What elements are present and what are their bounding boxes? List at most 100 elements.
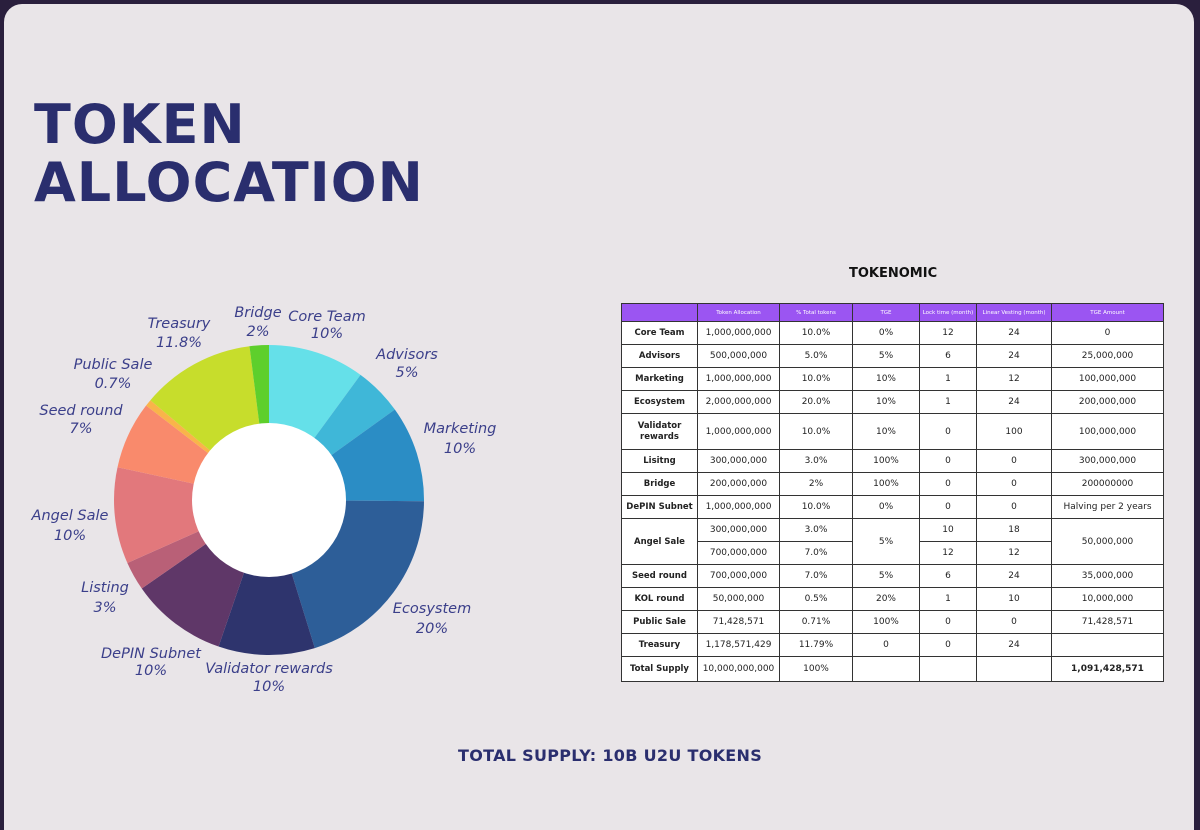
cell-percent: 0.71% xyxy=(779,610,853,634)
cell-allocation: 1,000,000,000 xyxy=(697,413,780,450)
cell-tge-amount: 200,000,000 xyxy=(1051,390,1164,414)
cell-allocation: 700,000,000 xyxy=(697,564,780,588)
table-row: 700,000,000 7.0% 12 12 xyxy=(622,541,1164,565)
cell-percent: 2% xyxy=(779,472,853,496)
cell-percent: 7.0% xyxy=(779,541,853,565)
cell-tge-amount: 200000000 xyxy=(1051,472,1164,496)
cell-allocation: 1,000,000,000 xyxy=(697,321,780,345)
label-value: 10% xyxy=(135,663,167,679)
table-row: Bridge 200,000,000 2% 100% 0 0 200000000 xyxy=(621,472,1164,496)
row-label: Treasury xyxy=(621,633,698,657)
table-row: Marketing 1,000,000,000 10.0% 10% 1 12 1… xyxy=(621,367,1164,391)
row-label: KOL round xyxy=(621,587,698,611)
cell-tge: 10% xyxy=(852,390,920,414)
cell-allocation: 2,000,000,000 xyxy=(697,390,780,414)
label-value: 7% xyxy=(69,421,92,437)
cell-vesting: 24 xyxy=(976,321,1052,345)
cell-tge: 10% xyxy=(852,413,920,450)
label-value: 0.7% xyxy=(95,376,132,392)
cell-vesting: 24 xyxy=(976,390,1052,414)
title-line-2: ALLOCATION xyxy=(34,151,424,214)
cell-lock: 0 xyxy=(919,449,977,473)
cell-allocation: 300,000,000 xyxy=(697,449,780,473)
slice-validator-rewards xyxy=(218,500,315,656)
table-row: Advisors 500,000,000 5.0% 5% 6 24 25,000… xyxy=(621,344,1164,368)
label-value: 20% xyxy=(416,621,448,637)
cell-tge-amount: 300,000,000 xyxy=(1051,449,1164,473)
label-name: Core Team xyxy=(288,309,365,325)
cell-lock: 0 xyxy=(919,472,977,496)
total-supply-caption: TOTAL SUPPLY: 10B U2U TOKENS xyxy=(458,746,763,765)
slice-label-bridge: Bridge 2% xyxy=(234,305,281,340)
cell-allocation: 1,000,000,000 xyxy=(697,367,780,391)
cell-allocation: 1,000,000,000 xyxy=(697,495,780,519)
col-header: Token Allocation xyxy=(697,303,780,322)
cell-tge: 0% xyxy=(852,321,920,345)
cell-vesting: 0 xyxy=(976,472,1052,496)
cell-tge-amount: 10,000,000 xyxy=(1051,587,1164,611)
cell-tge-amount: 50,000,000 xyxy=(1051,518,1164,565)
cell-tge-amount: 71,428,571 xyxy=(1051,610,1164,634)
slice-label-depin-subnet: DePIN Subnet 10% xyxy=(101,646,202,679)
label-value: 10% xyxy=(444,441,476,457)
cell-tge: 10% xyxy=(852,367,920,391)
label-name: Listing xyxy=(81,580,129,596)
cell-vesting: 12 xyxy=(976,541,1052,565)
cell-vesting: 24 xyxy=(976,633,1052,657)
cell-vesting xyxy=(976,656,1052,682)
label-name: Bridge xyxy=(234,305,281,321)
cell-vesting: 24 xyxy=(976,564,1052,588)
cell-tge: 5% xyxy=(852,564,920,588)
cell-lock: 12 xyxy=(919,541,977,565)
row-label: Validator rewards xyxy=(621,413,698,450)
table-header-row: Token Allocation % Total tokens TGE Lock… xyxy=(621,303,1164,322)
cell-lock: 6 xyxy=(919,344,977,368)
label-value: 5% xyxy=(395,365,418,381)
cell-percent: 3.0% xyxy=(779,518,853,542)
cell-tge: 5% xyxy=(852,344,920,368)
cell-vesting: 18 xyxy=(976,518,1052,542)
table-row: Core Team 1,000,000,000 10.0% 0% 12 24 0 xyxy=(621,321,1164,345)
cell-percent: 0.5% xyxy=(779,587,853,611)
cell-percent: 5.0% xyxy=(779,344,853,368)
cell-lock: 0 xyxy=(919,610,977,634)
label-value: 2% xyxy=(246,324,269,340)
table-row: Treasury 1,178,571,429 11.79% 0 0 24 xyxy=(621,633,1164,657)
cell-vesting: 0 xyxy=(976,610,1052,634)
cell-vesting: 100 xyxy=(976,413,1052,450)
cell-tge-amount: 25,000,000 xyxy=(1051,344,1164,368)
cell-lock: 1 xyxy=(919,367,977,391)
label-value: 10% xyxy=(253,679,285,695)
cell-lock: 12 xyxy=(919,321,977,345)
cell-tge-amount: 100,000,000 xyxy=(1051,367,1164,391)
slice-angel-sale xyxy=(114,467,270,563)
cell-tge-amount: 1,091,428,571 xyxy=(1051,656,1164,682)
donut-hole xyxy=(192,423,346,577)
col-header: TGE xyxy=(852,303,920,322)
cell-lock: 0 xyxy=(919,633,977,657)
cell-allocation: 1,178,571,429 xyxy=(697,633,780,657)
table-row: KOL round 50,000,000 0.5% 20% 1 10 10,00… xyxy=(621,587,1164,611)
cell-percent: 11.79% xyxy=(779,633,853,657)
row-label: Ecosystem xyxy=(621,390,698,414)
table-row: Public Sale 71,428,571 0.71% 100% 0 0 71… xyxy=(621,610,1164,634)
row-label: Core Team xyxy=(621,321,698,345)
row-label: Angel Sale xyxy=(621,518,698,565)
slice-label-marketing: Marketing 10% xyxy=(424,421,497,457)
slice-label-advisors: Advisors 5% xyxy=(375,347,438,381)
cell-percent: 10.0% xyxy=(779,367,853,391)
slice-label-seed-round: Seed round 7% xyxy=(39,403,123,437)
label-value: 10% xyxy=(54,528,86,544)
slice-label-treasury: Treasury 11.8% xyxy=(148,316,211,351)
cell-lock: 0 xyxy=(919,495,977,519)
label-value: 3% xyxy=(93,600,116,616)
label-name: Advisors xyxy=(375,347,438,363)
slice-label-public-sale: Public Sale 0.7% xyxy=(74,357,153,392)
cell-tge-amount: 35,000,000 xyxy=(1051,564,1164,588)
cell-percent: 10.0% xyxy=(779,321,853,345)
cell-lock: 6 xyxy=(919,564,977,588)
row-label: Marketing xyxy=(621,367,698,391)
row-label: Total Supply xyxy=(621,656,698,682)
col-header: TGE Amount xyxy=(1051,303,1164,322)
cell-lock: 1 xyxy=(919,587,977,611)
